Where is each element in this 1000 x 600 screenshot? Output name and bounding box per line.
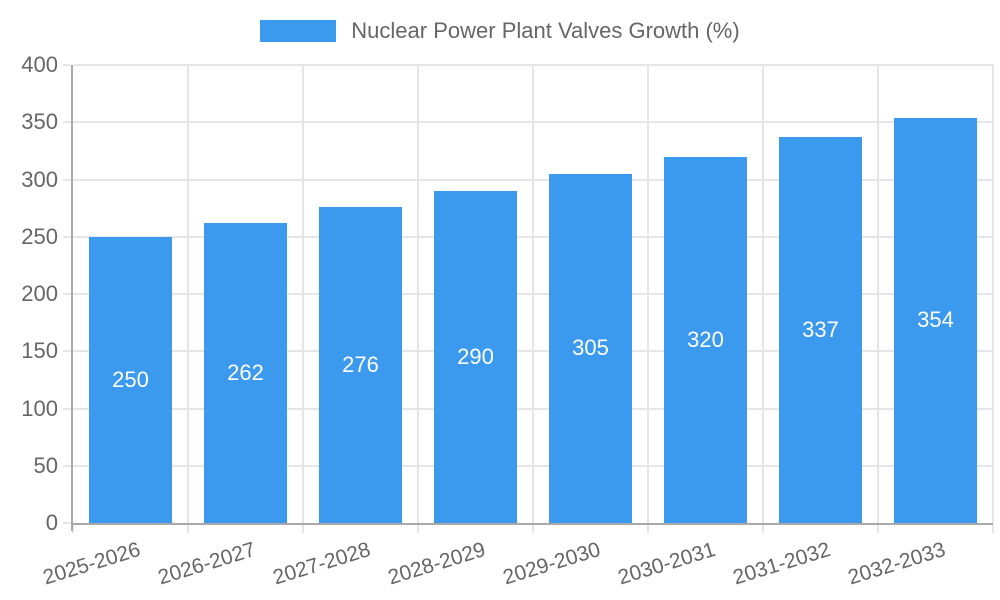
y-axis-tick bbox=[63, 235, 71, 238]
x-axis-tick bbox=[72, 525, 74, 533]
y-axis-tick bbox=[63, 350, 71, 353]
bar[interactable]: 354 bbox=[894, 117, 977, 523]
bar-value-label: 305 bbox=[572, 335, 609, 361]
x-axis-tick bbox=[302, 525, 304, 533]
legend-item-series[interactable]: Nuclear Power Plant Valves Growth (%) bbox=[260, 18, 740, 44]
x-axis-tick bbox=[417, 525, 419, 533]
bar-value-label: 262 bbox=[227, 360, 264, 385]
bar-value-label: 276 bbox=[342, 351, 379, 377]
x-axis-line bbox=[71, 523, 993, 525]
y-axis-tick-label: 400 bbox=[21, 52, 58, 77]
x-axis-tick bbox=[532, 525, 534, 533]
x-axis-tick bbox=[647, 525, 649, 533]
bar-value-label: 250 bbox=[112, 366, 149, 392]
x-axis-tick bbox=[877, 525, 879, 533]
y-axis-tick-label: 350 bbox=[21, 109, 58, 135]
bar-value-label: 337 bbox=[802, 317, 839, 343]
x-axis-tick-label: 2031-2032 bbox=[730, 538, 834, 590]
x-axis-tick-label: 2032-2033 bbox=[845, 538, 949, 590]
bar[interactable]: 337 bbox=[779, 137, 862, 523]
y-axis-tick bbox=[63, 121, 71, 124]
gridline-vertical bbox=[417, 65, 419, 523]
gridline-vertical bbox=[762, 65, 764, 523]
y-axis-tick bbox=[63, 293, 71, 295]
y-axis-tick-label: 0 bbox=[45, 510, 58, 535]
gridline-vertical bbox=[532, 65, 534, 523]
x-axis-tick bbox=[762, 525, 764, 533]
y-axis-tick bbox=[63, 464, 71, 467]
chart-legend: Nuclear Power Plant Valves Growth (%) bbox=[0, 18, 1000, 44]
x-axis-tick-label: 2028-2029 bbox=[385, 538, 489, 590]
y-axis-tick bbox=[63, 522, 71, 524]
y-axis-tick-label: 250 bbox=[21, 223, 58, 249]
y-axis-tick bbox=[63, 178, 71, 181]
x-axis-tick-label: 2026-2027 bbox=[155, 538, 259, 590]
bar[interactable]: 250 bbox=[89, 236, 172, 523]
gridline-vertical bbox=[187, 65, 189, 523]
bar[interactable]: 320 bbox=[664, 156, 747, 523]
bar-value-label: 320 bbox=[687, 326, 724, 352]
gridline-vertical bbox=[992, 65, 994, 523]
x-axis-tick-label: 2030-2031 bbox=[615, 538, 719, 590]
bar[interactable]: 262 bbox=[204, 223, 287, 523]
y-axis-tick-label: 50 bbox=[33, 452, 58, 478]
y-axis-tick bbox=[63, 407, 71, 410]
bar[interactable]: 276 bbox=[319, 206, 402, 523]
gridline-vertical bbox=[877, 65, 879, 523]
y-axis-tick-label: 200 bbox=[21, 281, 58, 306]
legend-label: Nuclear Power Plant Valves Growth (%) bbox=[351, 18, 740, 43]
bar-value-label: 354 bbox=[917, 307, 954, 333]
y-axis-tick-label: 300 bbox=[21, 166, 58, 192]
x-axis-tick-label: 2027-2028 bbox=[270, 538, 374, 590]
y-axis-tick bbox=[63, 64, 71, 66]
plot-area: 250 262 276 290 305 320 337 354 bbox=[63, 64, 994, 533]
bar[interactable]: 290 bbox=[434, 190, 517, 523]
x-axis-tick-label: 2025-2026 bbox=[40, 538, 144, 590]
x-axis-tick bbox=[992, 525, 994, 533]
x-axis-tick-label: 2029-2030 bbox=[500, 538, 604, 590]
bar-value-label: 290 bbox=[457, 343, 494, 369]
legend-swatch-icon bbox=[260, 20, 337, 42]
x-axis-tick bbox=[187, 525, 189, 533]
y-axis-line bbox=[71, 65, 73, 531]
gridline-vertical bbox=[302, 65, 304, 523]
y-axis-tick-label: 150 bbox=[21, 338, 58, 364]
gridline-vertical bbox=[647, 65, 649, 523]
y-axis-tick-label: 100 bbox=[21, 395, 58, 421]
bar[interactable]: 305 bbox=[549, 173, 632, 523]
